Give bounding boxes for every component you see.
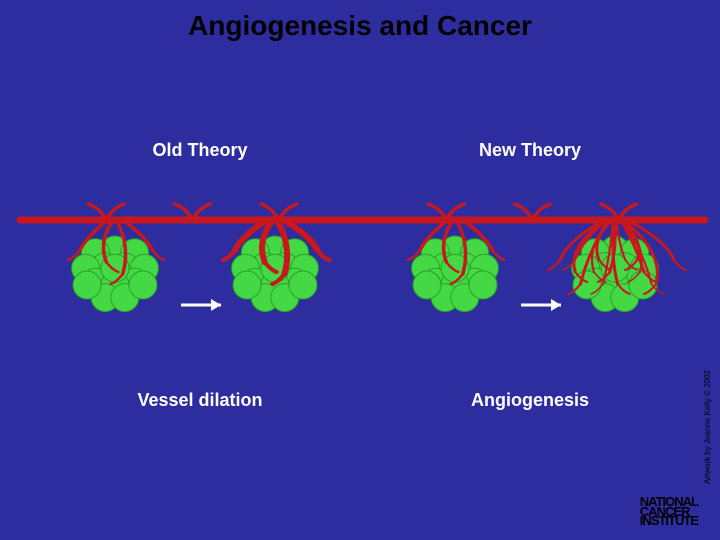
nci-logo: NATIONAL CANCER INSTITUTE — [640, 497, 698, 526]
old-theory-heading: Old Theory — [60, 140, 340, 161]
slide-title: Angiogenesis and Cancer — [0, 10, 720, 42]
diagram-svg — [0, 190, 720, 370]
angiogenesis-caption: Angiogenesis — [380, 390, 680, 411]
new-theory-heading: New Theory — [380, 140, 680, 161]
diagram-area — [0, 190, 720, 370]
artwork-credit: Artwork by Joanne Kelly © 2002 — [703, 370, 712, 484]
logo-line-3: INSTITUTE — [640, 516, 698, 526]
vessel-dilation-caption: Vessel dilation — [60, 390, 340, 411]
